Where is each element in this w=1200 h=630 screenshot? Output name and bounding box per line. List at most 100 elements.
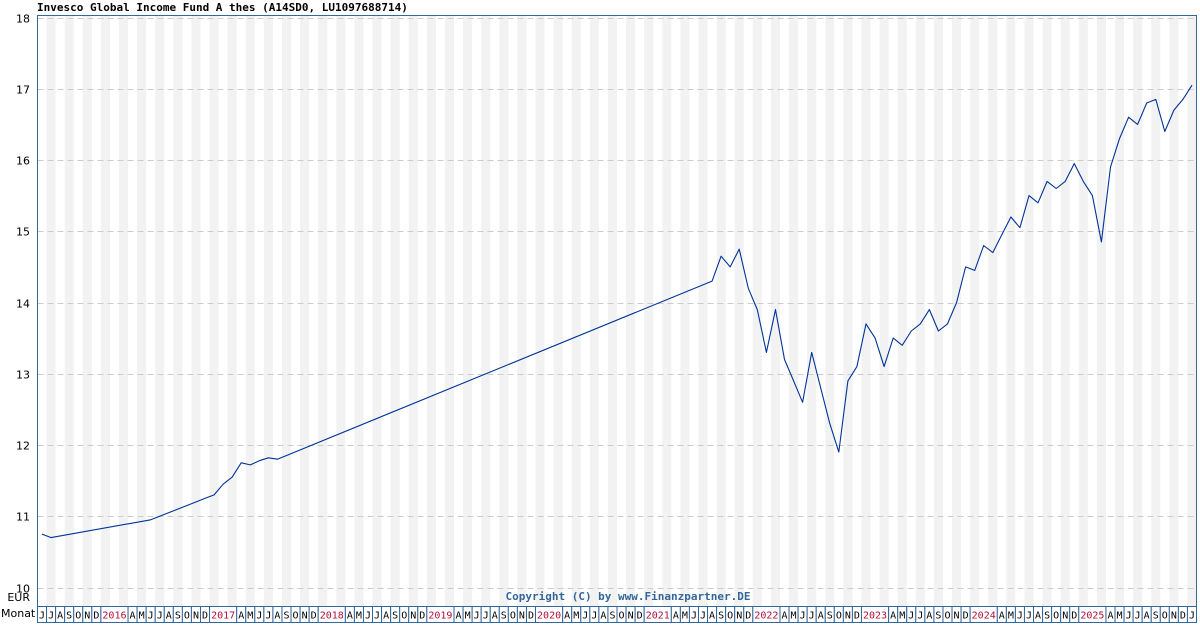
month-label: A (600, 611, 606, 622)
month-label: M (356, 611, 362, 622)
y-tick-label: 18 (16, 13, 30, 26)
month-label: A (890, 611, 896, 622)
month-label: S (718, 611, 724, 622)
month-label: S (283, 611, 289, 622)
month-stripe (390, 16, 400, 606)
month-stripe (191, 16, 201, 606)
month-label: O (184, 611, 190, 622)
month-label: J (700, 611, 706, 622)
month-label: O (1053, 611, 1059, 622)
month-label: J (374, 611, 380, 622)
y-unit-label: EUR (7, 591, 30, 604)
month-label: A (564, 611, 570, 622)
month-label: A (274, 611, 280, 622)
month-stripe (1024, 16, 1034, 606)
month-label: A (456, 611, 462, 622)
month-label: M (899, 611, 905, 622)
grid-lines (37, 18, 1197, 589)
month-stripe (607, 16, 617, 606)
month-label: D (745, 611, 751, 622)
month-stripe (644, 16, 654, 606)
month-stripe (825, 16, 835, 606)
month-label: J (1126, 611, 1132, 622)
month-stripe (118, 16, 129, 606)
month-label: O (293, 611, 299, 622)
month-stripe (734, 16, 744, 606)
month-stripe (82, 16, 92, 606)
month-stripe (209, 16, 219, 606)
month-stripe (1169, 16, 1179, 606)
month-label: S (827, 611, 833, 622)
month-stripe (861, 16, 871, 606)
month-label: D (963, 611, 969, 622)
y-tick-label: 10 (16, 583, 30, 596)
month-stripe (463, 16, 473, 606)
month-label: S (1044, 611, 1050, 622)
month-label: A (709, 611, 715, 622)
month-label: J (691, 611, 697, 622)
month-stripe (155, 16, 165, 606)
month-label: J (157, 611, 163, 622)
month-label: S (935, 611, 941, 622)
month-stripe (1078, 16, 1088, 606)
year-label: 2024 (972, 611, 996, 622)
month-label: D (311, 611, 317, 622)
month-label: N (628, 611, 634, 622)
month-stripe (64, 16, 74, 606)
month-stripe (46, 16, 56, 606)
month-label: A (1035, 611, 1041, 622)
month-label: A (383, 611, 389, 622)
month-stripe (137, 16, 147, 606)
month-label: S (609, 611, 615, 622)
month-stripe (372, 16, 382, 606)
month-label: J (474, 611, 480, 622)
month-label: N (1062, 611, 1068, 622)
y-tick-label: 16 (16, 155, 30, 168)
month-label: J (591, 611, 597, 622)
month-label: N (845, 611, 851, 622)
month-label: N (519, 611, 525, 622)
price-line (41, 84, 1193, 539)
month-stripe (354, 16, 364, 606)
month-label: N (302, 611, 308, 622)
month-label: M (791, 611, 797, 622)
month-stripe (789, 16, 799, 606)
month-label: J (256, 611, 262, 622)
month-stripe (662, 16, 672, 606)
month-stripe (173, 16, 183, 606)
month-stripe (1133, 16, 1143, 606)
month-label: M (247, 611, 253, 622)
month-stripe (843, 16, 853, 606)
month-label: D (1071, 611, 1077, 622)
month-stripe (1187, 16, 1197, 606)
month-stripe (716, 16, 726, 606)
month-stripe (680, 16, 690, 606)
month-label: A (673, 611, 679, 622)
month-stripe (807, 16, 817, 606)
month-label: N (193, 611, 199, 622)
month-label: A (166, 611, 172, 622)
month-label: N (410, 611, 416, 622)
month-label: O (1162, 611, 1168, 622)
month-stripe (499, 16, 509, 606)
month-label: N (736, 611, 742, 622)
month-label: A (57, 611, 63, 622)
year-label: 2019 (428, 611, 452, 622)
month-label: A (1144, 611, 1150, 622)
month-label: J (917, 611, 923, 622)
y-tick-label: 14 (16, 298, 30, 311)
month-stripe (1060, 16, 1070, 606)
month-label: S (66, 611, 72, 622)
month-label: N (84, 611, 90, 622)
y-tick-label: 15 (16, 226, 30, 239)
month-stripe (626, 16, 636, 606)
month-stripes (46, 16, 1197, 606)
x-axis-month-cells: J J A S O N D 2016 A M J J A S O N D 2017 A M J J A S O N D 2018 A M J… (37, 606, 1197, 623)
month-label: M (465, 611, 471, 622)
month-label: M (139, 611, 145, 622)
month-label: J (908, 611, 914, 622)
month-stripe (698, 16, 708, 606)
month-cell (1186, 606, 1197, 623)
month-stripe (481, 16, 491, 606)
